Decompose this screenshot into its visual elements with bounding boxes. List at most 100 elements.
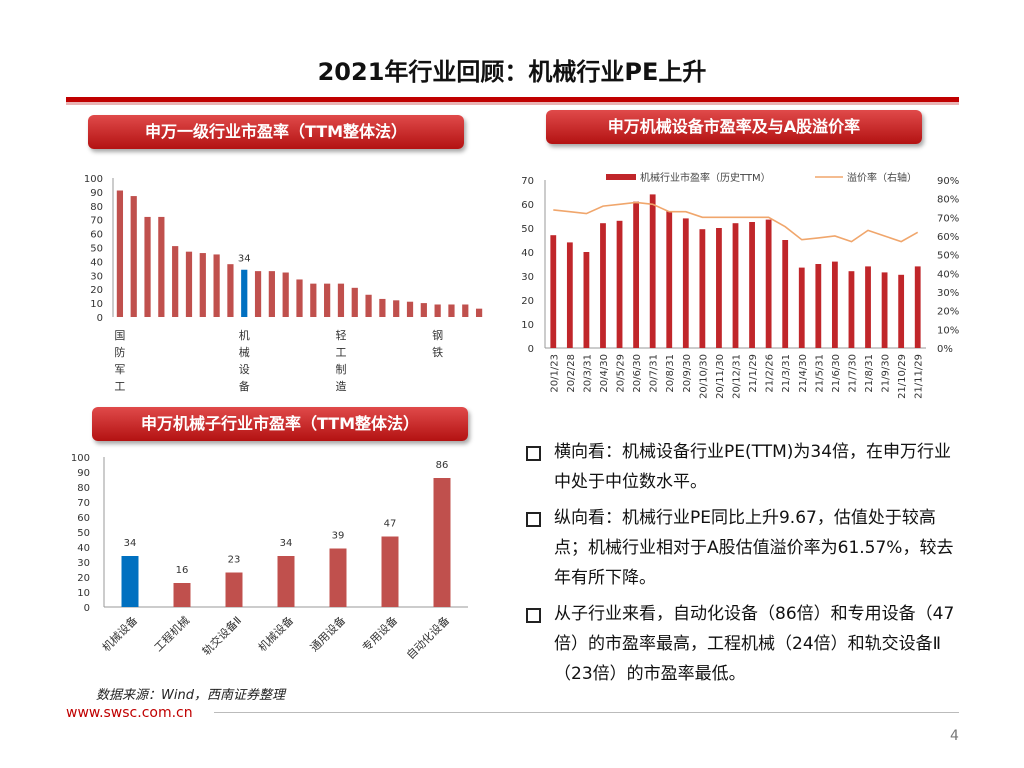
x-tick-label: 工 bbox=[335, 346, 346, 359]
y-tick-label: 0 bbox=[97, 313, 103, 324]
bar bbox=[566, 242, 573, 348]
x-tick-label: 军 bbox=[114, 363, 125, 376]
y-tick-label: 10 bbox=[521, 320, 534, 331]
x-tick-label: 21/8/31 bbox=[864, 354, 875, 393]
x-tick-label: 机械设备 bbox=[255, 613, 296, 654]
y-tick-label: 90 bbox=[77, 468, 90, 479]
bar bbox=[600, 223, 606, 348]
x-tick-label: 械 bbox=[239, 345, 250, 359]
x-tick-label: 20/3/31 bbox=[582, 354, 593, 393]
website-link[interactable]: www.swsc.com.cn bbox=[66, 705, 193, 721]
panel-title-bottom-left: 申万机械子行业市盈率（TTM整体法） bbox=[92, 407, 468, 441]
bar bbox=[185, 251, 193, 317]
x-tick-label: 20/12/31 bbox=[732, 354, 743, 399]
bar bbox=[329, 548, 347, 607]
y2-tick-label: 0% bbox=[937, 344, 953, 355]
bar bbox=[831, 261, 838, 348]
checkbox-icon bbox=[526, 512, 541, 527]
x-tick-label: 21/9/30 bbox=[881, 354, 892, 393]
x-tick-label: 21/10/29 bbox=[897, 354, 908, 399]
bar bbox=[268, 271, 275, 317]
x-tick-label: 钢 bbox=[432, 329, 443, 342]
x-tick-label: 20/8/31 bbox=[665, 354, 676, 393]
x-tick-label: 20/10/30 bbox=[698, 354, 709, 399]
x-tick-label: 专用设备 bbox=[359, 613, 400, 654]
y-tick-label: 100 bbox=[84, 174, 103, 185]
bullet-horizontal: 横向看：机械设备行业PE(TTM)为34倍，在申万行业中处于中位数水平。 bbox=[526, 437, 966, 497]
y-tick-label: 80 bbox=[77, 483, 90, 494]
y-tick-label: 0 bbox=[528, 344, 534, 355]
bar bbox=[782, 240, 789, 348]
y-tick-label: 0 bbox=[84, 603, 90, 614]
x-tick-label: 自动化设备 bbox=[403, 613, 452, 662]
bar bbox=[475, 308, 483, 317]
y-tick-label: 100 bbox=[71, 453, 90, 464]
bar bbox=[172, 246, 179, 317]
bar bbox=[914, 266, 921, 348]
x-tick-label: 通用设备 bbox=[307, 613, 348, 654]
x-tick-label: 21/5/31 bbox=[814, 354, 825, 393]
x-tick-label: 机 bbox=[239, 328, 250, 342]
x-tick-label: 21/1/29 bbox=[748, 354, 759, 393]
bar bbox=[144, 216, 151, 317]
y-tick-label: 40 bbox=[77, 543, 90, 554]
bar bbox=[406, 301, 414, 317]
bar bbox=[434, 304, 441, 317]
checkbox-icon bbox=[526, 608, 541, 623]
y2-tick-label: 60% bbox=[937, 232, 959, 243]
x-tick-label: 铁 bbox=[432, 346, 443, 359]
bar bbox=[296, 279, 303, 317]
x-tick-label: 21/3/31 bbox=[781, 354, 792, 393]
y-tick-label: 10 bbox=[90, 299, 103, 310]
bar bbox=[351, 287, 358, 317]
y-tick-label: 70 bbox=[521, 176, 534, 187]
bar bbox=[310, 283, 317, 317]
y2-tick-label: 30% bbox=[937, 288, 959, 299]
bar bbox=[815, 264, 822, 348]
y-tick-label: 60 bbox=[90, 230, 103, 241]
y2-tick-label: 40% bbox=[937, 269, 959, 280]
bar bbox=[682, 218, 689, 348]
x-tick-label: 20/11/30 bbox=[715, 354, 726, 399]
x-tick-label: 制 bbox=[335, 363, 346, 376]
bar bbox=[379, 298, 386, 317]
bar bbox=[716, 228, 722, 348]
legend-swatch-bar bbox=[606, 174, 636, 180]
y-tick-label: 50 bbox=[90, 244, 103, 255]
y-tick-label: 50 bbox=[77, 528, 90, 539]
title-rule bbox=[66, 97, 959, 102]
bullet-text: 横向看：机械设备行业PE(TTM)为34倍，在申万行业中处于中位数水平。 bbox=[554, 442, 952, 492]
y-tick-label: 40 bbox=[521, 248, 534, 259]
bullet-text: 纵向看：机械行业PE同比上升9.67，估值处于较高点；机械行业相对于A股估值溢价… bbox=[554, 508, 954, 588]
bar bbox=[462, 304, 469, 317]
bar bbox=[158, 216, 165, 317]
x-tick-label: 造 bbox=[335, 379, 346, 393]
data-label: 16 bbox=[176, 565, 189, 576]
y-tick-label: 30 bbox=[521, 272, 534, 283]
data-label: 34 bbox=[280, 538, 293, 549]
y2-tick-label: 50% bbox=[937, 251, 959, 262]
bar bbox=[765, 219, 772, 348]
bar-highlight bbox=[241, 269, 248, 317]
bar bbox=[365, 294, 372, 317]
y-tick-label: 70 bbox=[90, 216, 103, 227]
bar bbox=[433, 478, 451, 607]
data-label: 39 bbox=[332, 531, 345, 542]
x-tick-label: 20/4/30 bbox=[599, 354, 610, 393]
y-tick-label: 60 bbox=[521, 200, 534, 211]
data-label: 23 bbox=[228, 555, 241, 566]
bar bbox=[865, 266, 871, 348]
commentary-list: 横向看：机械设备行业PE(TTM)为34倍，在申万行业中处于中位数水平。 纵向看… bbox=[526, 437, 966, 695]
y-tick-label: 70 bbox=[77, 498, 90, 509]
bar bbox=[550, 235, 557, 348]
x-tick-label: 机械设备 bbox=[99, 613, 140, 654]
bar bbox=[881, 272, 888, 348]
data-source: 数据来源：Wind，西南证券整理 bbox=[96, 688, 285, 703]
page-number: 4 bbox=[950, 728, 959, 744]
y2-tick-label: 80% bbox=[937, 195, 959, 206]
bar bbox=[381, 536, 399, 607]
data-label: 86 bbox=[436, 460, 449, 471]
x-tick-label: 20/5/29 bbox=[616, 354, 627, 393]
x-tick-label: 20/2/28 bbox=[566, 354, 577, 393]
x-tick-label: 备 bbox=[239, 379, 250, 393]
